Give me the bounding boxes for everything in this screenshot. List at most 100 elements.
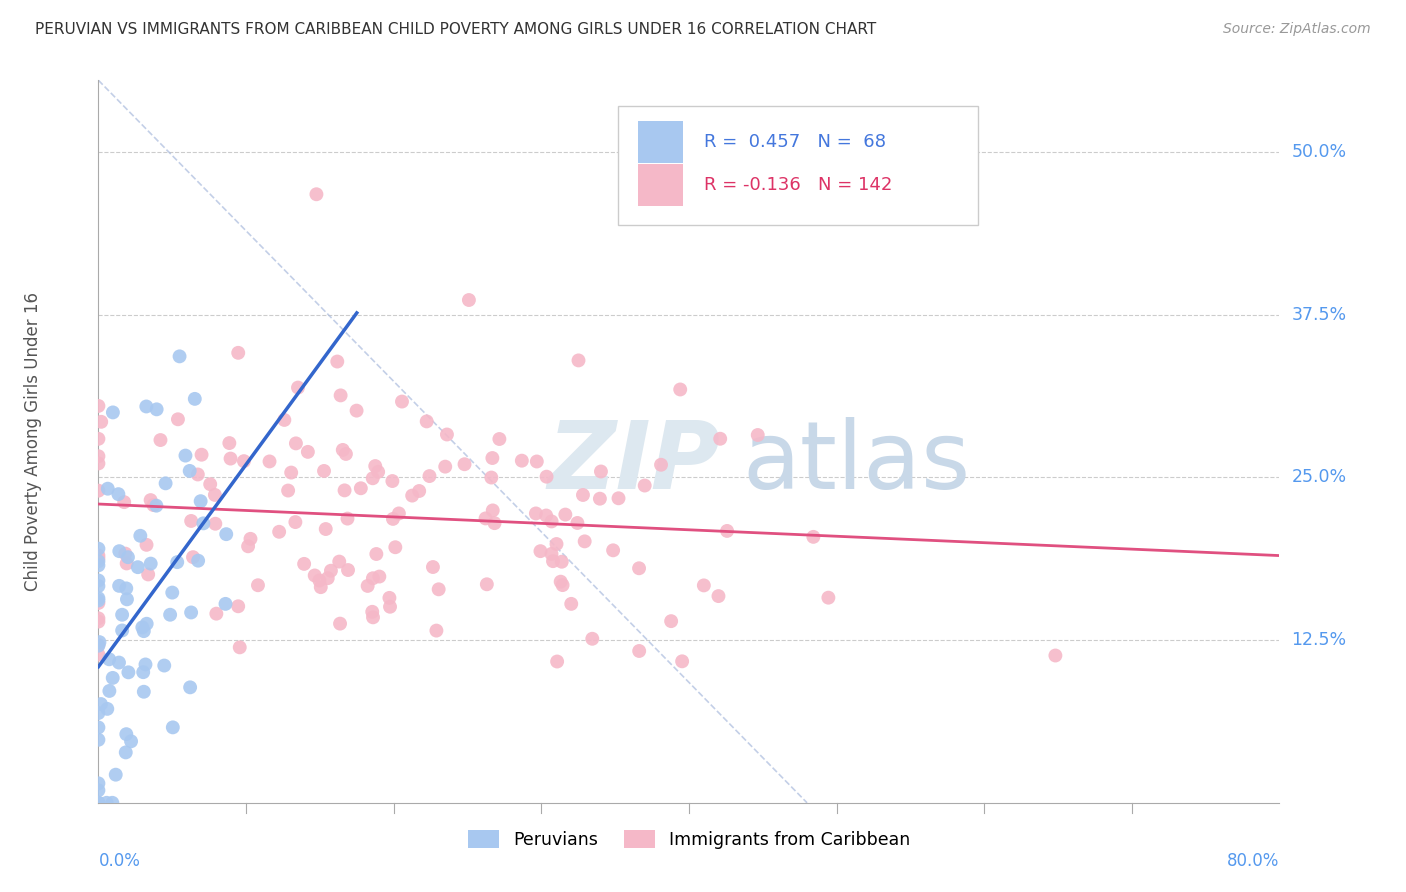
Point [546, 655, 568, 669]
Point [572, 488, 595, 502]
Point [132, 665, 155, 680]
Point [169, 350, 191, 364]
Point [136, 567, 159, 582]
Point [87, 399, 110, 413]
Point [316, 571, 339, 585]
Point [193, 516, 215, 531]
Point [236, 539, 259, 553]
Point [145, 499, 167, 513]
Text: 37.5%: 37.5% [1291, 306, 1347, 324]
Point [117, 550, 139, 565]
Point [101, 405, 124, 419]
Point [479, 470, 502, 484]
Point [190, 494, 212, 508]
Point [269, 524, 291, 539]
Point [179, 681, 201, 695]
Point [589, 491, 612, 506]
Point [415, 414, 437, 428]
Point [87, 558, 110, 573]
Point [628, 561, 651, 575]
Point [346, 403, 368, 417]
Point [204, 488, 226, 502]
Point [226, 599, 249, 614]
Point [155, 476, 177, 491]
Point [716, 524, 738, 538]
Point [693, 578, 716, 592]
Point [87, 596, 110, 610]
Point [187, 554, 209, 568]
Point [98, 652, 121, 666]
Point [167, 412, 190, 426]
Point [329, 616, 352, 631]
Text: ZIP: ZIP [547, 417, 720, 509]
Point [101, 796, 124, 810]
Point [87, 721, 110, 735]
Point [214, 597, 236, 611]
Point [488, 432, 510, 446]
Point [180, 606, 202, 620]
Point [284, 436, 307, 450]
Point [87, 639, 110, 653]
Point [524, 507, 547, 521]
Point [526, 454, 548, 468]
Text: 80.0%: 80.0% [1227, 852, 1279, 871]
Point [333, 483, 356, 498]
Point [328, 555, 350, 569]
Point [546, 537, 568, 551]
Point [292, 557, 315, 571]
Point [391, 394, 413, 409]
Point [1045, 648, 1067, 663]
Point [115, 557, 138, 571]
Point [335, 447, 357, 461]
Point [87, 574, 110, 588]
Point [226, 346, 249, 360]
FancyBboxPatch shape [619, 105, 979, 225]
Point [567, 353, 589, 368]
Point [159, 607, 181, 622]
Point [239, 532, 262, 546]
Point [90, 415, 112, 429]
Point [98, 684, 121, 698]
Point [628, 644, 651, 658]
Point [135, 538, 157, 552]
Point [87, 483, 110, 498]
Point [277, 483, 299, 498]
Point [111, 624, 134, 638]
Text: R =  0.457   N =  68: R = 0.457 N = 68 [704, 133, 886, 151]
Point [481, 503, 503, 517]
Point [408, 483, 430, 498]
Point [589, 465, 612, 479]
Point [107, 487, 129, 501]
Point [87, 457, 110, 471]
Point [108, 544, 131, 558]
Point [368, 569, 391, 583]
Point [219, 451, 242, 466]
Point [602, 543, 624, 558]
Point [111, 607, 134, 622]
Point [560, 597, 582, 611]
Point [145, 402, 167, 417]
Point [127, 560, 149, 574]
Point [104, 767, 127, 781]
Text: PERUVIAN VS IMMIGRANTS FROM CARIBBEAN CHILD POVERTY AMONG GIRLS UNDER 16 CORRELA: PERUVIAN VS IMMIGRANTS FROM CARIBBEAN CH… [35, 22, 876, 37]
Point [108, 656, 131, 670]
Point [326, 354, 349, 368]
Point [114, 547, 136, 561]
Point [180, 514, 202, 528]
Point [817, 591, 839, 605]
Point [747, 428, 769, 442]
Point [312, 464, 335, 478]
Point [87, 796, 110, 810]
Point [108, 579, 131, 593]
Point [401, 489, 423, 503]
Point [709, 432, 731, 446]
Point [87, 551, 110, 566]
Point [384, 540, 406, 554]
Point [114, 746, 136, 760]
Point [381, 512, 404, 526]
Point [187, 467, 209, 482]
Point [361, 571, 384, 585]
Point [540, 547, 562, 561]
Point [87, 549, 110, 563]
FancyBboxPatch shape [638, 120, 683, 162]
